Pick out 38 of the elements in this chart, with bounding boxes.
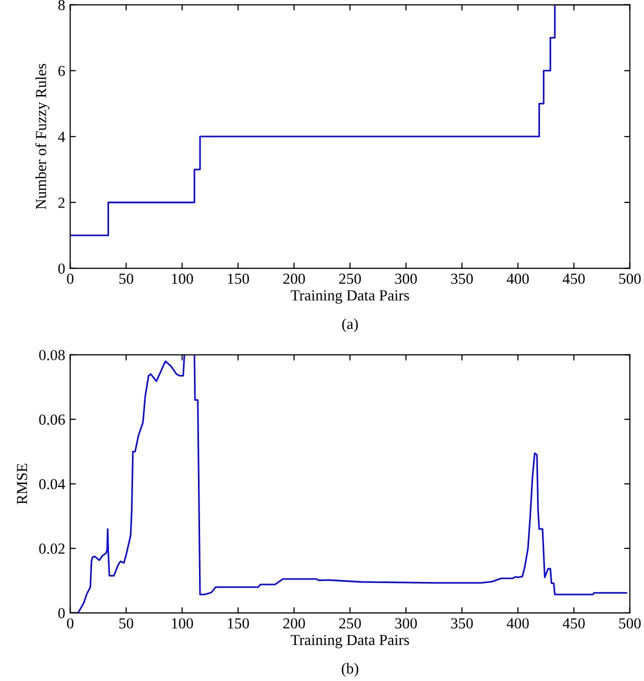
- x-tick-label: 500: [619, 274, 641, 284]
- y-tick-label: 0.08: [39, 350, 65, 360]
- x-tick-label: 500: [619, 618, 641, 629]
- x-tick-label: 400: [506, 618, 529, 629]
- x-tick-label: 250: [339, 274, 361, 284]
- x-tick-label: 400: [506, 274, 529, 284]
- x-tick-label: 50: [119, 274, 134, 284]
- x-tick-label: 300: [395, 618, 417, 629]
- y-tick-label: 0.04: [39, 478, 66, 490]
- x-tick-label: 200: [283, 274, 305, 284]
- x-tick-label: 150: [228, 274, 249, 284]
- text: (b): [342, 662, 358, 677]
- y-tick-label: 0: [58, 263, 65, 274]
- x-tick-label: 200: [283, 618, 305, 629]
- y-tick-label: 0.02: [39, 544, 64, 554]
- x-tick-label: 150: [228, 618, 249, 629]
- x-tick-label: 50: [119, 618, 134, 629]
- y-tick-label: 8: [58, 0, 65, 10]
- x-tick-label: 300: [395, 274, 417, 284]
- x-tick-label: 100: [172, 618, 193, 629]
- x-tick-label: 100: [172, 274, 193, 284]
- y-tick-label: 2: [58, 198, 64, 208]
- x-tick-label: 350: [451, 274, 473, 284]
- x-tick-label: 450: [562, 618, 585, 629]
- y-tick-label: 0.06: [39, 414, 65, 425]
- y-tick-label: 6: [58, 66, 65, 76]
- text: (a): [342, 318, 358, 332]
- x-tick-label: 450: [562, 274, 585, 284]
- x-axis-title: Training Data Pairs: [290, 290, 410, 304]
- x-tick-label: 250: [339, 618, 361, 629]
- y-axis-title: RMSE: [16, 464, 28, 504]
- y-tick-label: 0: [58, 608, 65, 618]
- x-tick-label: 350: [451, 618, 473, 629]
- y-axis-title: Number of Fuzzy Rules: [35, 64, 50, 210]
- x-tick-label: 0: [66, 274, 74, 284]
- x-axis-title: Training Data Pairs: [290, 634, 410, 648]
- y-tick-label: 4: [58, 132, 66, 142]
- x-tick-label: 0: [66, 618, 74, 629]
